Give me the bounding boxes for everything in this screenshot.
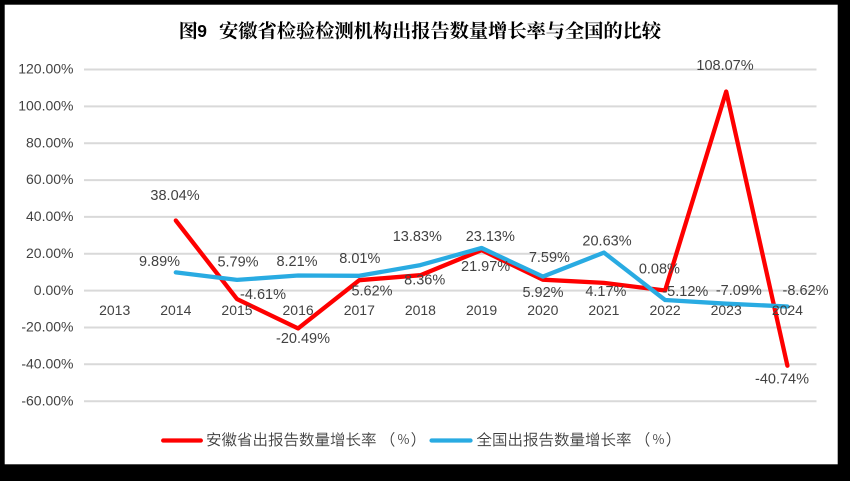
svg-text:4.17%: 4.17% (585, 284, 626, 300)
svg-text:-20.49%: -20.49% (276, 331, 330, 347)
svg-text:21.97%: 21.97% (461, 259, 510, 275)
svg-text:40.00%: 40.00% (26, 208, 73, 224)
svg-text:20.63%: 20.63% (582, 234, 631, 250)
svg-text:2023: 2023 (711, 302, 742, 318)
svg-text:-5.12%: -5.12% (662, 284, 708, 300)
svg-text:38.04%: 38.04% (150, 188, 199, 204)
svg-text:-4.61%: -4.61% (240, 287, 286, 303)
svg-text:2013: 2013 (99, 302, 130, 318)
svg-text:2014: 2014 (160, 302, 191, 318)
svg-text:5.79%: 5.79% (217, 255, 258, 271)
svg-text:108.07%: 108.07% (696, 58, 753, 74)
svg-text:9: 9 (197, 21, 207, 41)
svg-text:13.83%: 13.83% (393, 229, 442, 245)
svg-text:80.00%: 80.00% (26, 134, 73, 150)
svg-text:8.01%: 8.01% (339, 251, 380, 267)
svg-text:2022: 2022 (650, 302, 681, 318)
svg-text:-60.00%: -60.00% (21, 392, 73, 408)
svg-text:20.00%: 20.00% (26, 245, 73, 261)
svg-text:120.00%: 120.00% (18, 61, 73, 77)
svg-text:8.21%: 8.21% (276, 254, 317, 270)
svg-text:9.89%: 9.89% (139, 254, 180, 270)
svg-text:2017: 2017 (344, 302, 375, 318)
svg-text:0.08%: 0.08% (639, 262, 680, 278)
svg-text:2021: 2021 (588, 302, 619, 318)
svg-text:2024: 2024 (772, 302, 803, 318)
svg-text:60.00%: 60.00% (26, 171, 73, 187)
svg-text:-8.62%: -8.62% (783, 283, 829, 299)
svg-text:2018: 2018 (405, 302, 436, 318)
svg-text:2015: 2015 (221, 302, 252, 318)
svg-text:5.92%: 5.92% (522, 285, 563, 301)
svg-text:-40.74%: -40.74% (755, 372, 809, 388)
svg-text:0.00%: 0.00% (34, 282, 74, 298)
svg-text:-7.09%: -7.09% (716, 283, 762, 299)
svg-text:-20.00%: -20.00% (21, 319, 73, 335)
svg-text:2016: 2016 (283, 302, 314, 318)
svg-text:23.13%: 23.13% (466, 229, 515, 245)
svg-text:5.62%: 5.62% (351, 283, 392, 299)
svg-text:100.00%: 100.00% (18, 98, 73, 114)
svg-text:2020: 2020 (527, 302, 558, 318)
svg-text:8.36%: 8.36% (404, 273, 445, 289)
svg-text:7.59%: 7.59% (529, 250, 570, 266)
svg-text:2019: 2019 (466, 302, 497, 318)
svg-text:-40.00%: -40.00% (21, 356, 73, 372)
